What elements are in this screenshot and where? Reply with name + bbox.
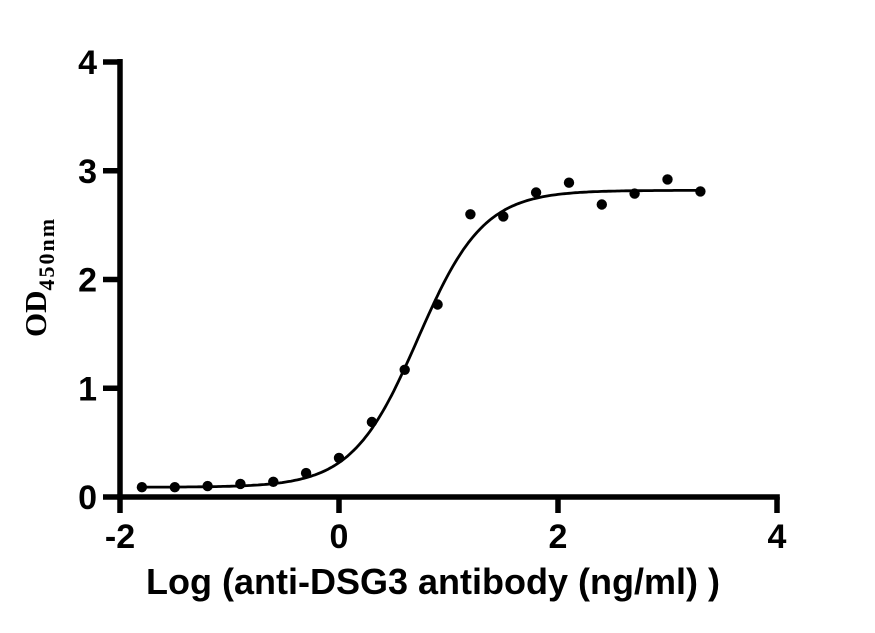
data-point [695, 186, 706, 197]
y-tick-label: 3 [78, 153, 97, 191]
y-tick-label: 1 [78, 370, 97, 408]
data-point [563, 177, 575, 188]
data-point [136, 482, 148, 493]
x-tick-label: 4 [768, 518, 787, 556]
data-point [202, 480, 213, 492]
x-tick-label: -2 [105, 518, 135, 556]
data-point [432, 299, 443, 310]
data-point [169, 482, 180, 493]
y-tick-label: 0 [78, 479, 97, 517]
data-point [498, 211, 509, 222]
data-point [268, 476, 279, 487]
data-point [366, 416, 378, 428]
data-point [399, 364, 410, 375]
data-point [333, 452, 345, 464]
fit-curve [138, 189, 702, 489]
data-points-layer [136, 174, 706, 493]
fit-curve-layer [138, 189, 702, 489]
data-point [300, 467, 312, 479]
x-tick-label: 2 [549, 518, 568, 556]
y-axis-title: OD450nm [18, 217, 59, 337]
x-axis-title: Log (anti-DSG3 antibody (ng/ml) ) [146, 561, 720, 602]
data-point [530, 187, 542, 198]
data-point [629, 188, 640, 199]
data-point [235, 478, 246, 490]
data-point [465, 209, 476, 220]
y-tick-label: 2 [78, 262, 97, 300]
y-tick-label: 4 [78, 44, 97, 82]
data-point [662, 174, 673, 185]
x-tick-label: 0 [330, 518, 349, 556]
data-point [596, 199, 607, 210]
